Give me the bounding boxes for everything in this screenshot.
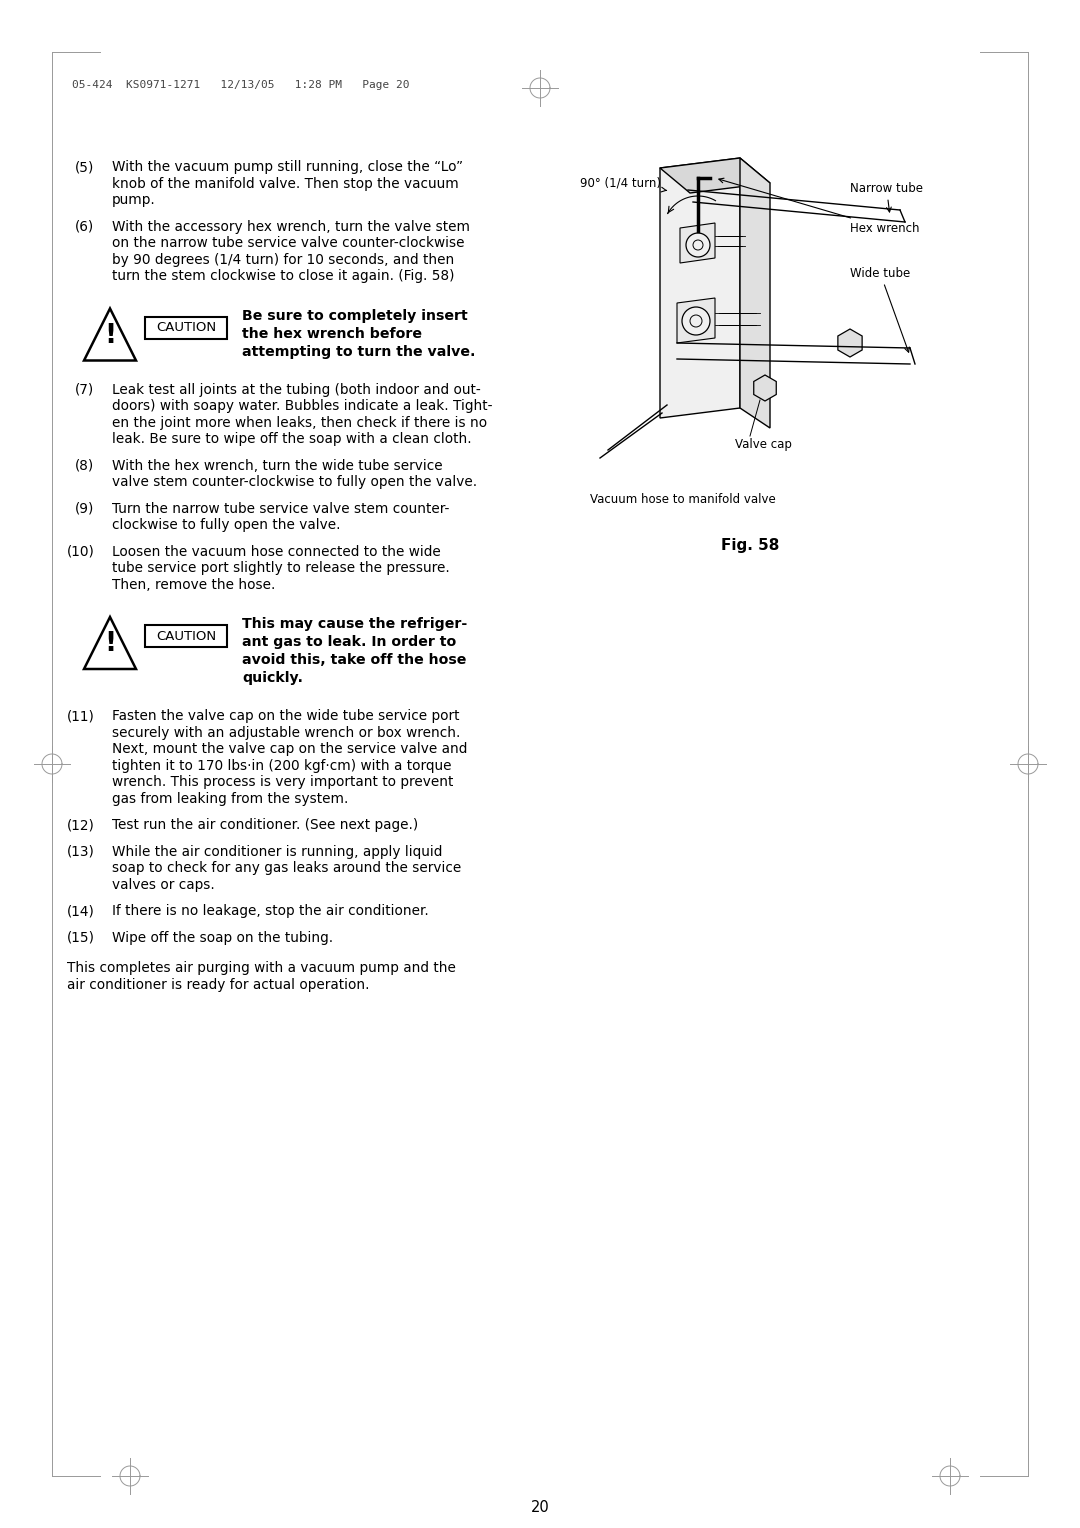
- Text: turn the stem clockwise to close it again. (Fig. 58): turn the stem clockwise to close it agai…: [112, 269, 455, 283]
- Text: gas from leaking from the system.: gas from leaking from the system.: [112, 792, 349, 805]
- Text: air conditioner is ready for actual operation.: air conditioner is ready for actual oper…: [67, 978, 369, 992]
- Text: avoid this, take off the hose: avoid this, take off the hose: [242, 652, 467, 668]
- Text: Next, mount the valve cap on the service valve and: Next, mount the valve cap on the service…: [112, 743, 468, 756]
- Text: attempting to turn the valve.: attempting to turn the valve.: [242, 344, 475, 359]
- Text: Hex wrench: Hex wrench: [719, 179, 919, 234]
- Text: Fig. 58: Fig. 58: [720, 538, 779, 553]
- Polygon shape: [84, 309, 136, 361]
- Text: !: !: [104, 322, 116, 348]
- Text: Narrow tube: Narrow tube: [850, 182, 923, 212]
- Text: While the air conditioner is running, apply liquid: While the air conditioner is running, ap…: [112, 845, 443, 859]
- Circle shape: [686, 232, 710, 257]
- Polygon shape: [838, 329, 862, 358]
- Text: the hex wrench before: the hex wrench before: [242, 327, 422, 341]
- Text: (9): (9): [75, 501, 94, 515]
- Text: CAUTION: CAUTION: [156, 321, 216, 335]
- Text: ant gas to leak. In order to: ant gas to leak. In order to: [242, 636, 456, 649]
- Text: en the joint more when leaks, then check if there is no: en the joint more when leaks, then check…: [112, 416, 487, 429]
- Polygon shape: [754, 374, 777, 400]
- Text: Wipe off the soap on the tubing.: Wipe off the soap on the tubing.: [112, 931, 333, 944]
- Text: With the hex wrench, turn the wide tube service: With the hex wrench, turn the wide tube …: [112, 458, 443, 472]
- Text: leak. Be sure to wipe off the soap with a clean cloth.: leak. Be sure to wipe off the soap with …: [112, 432, 472, 446]
- Text: Valve cap: Valve cap: [735, 439, 792, 451]
- Text: (15): (15): [67, 931, 95, 944]
- Text: Loosen the vacuum hose connected to the wide: Loosen the vacuum hose connected to the …: [112, 544, 441, 559]
- Text: Leak test all joints at the tubing (both indoor and out-: Leak test all joints at the tubing (both…: [112, 382, 481, 396]
- Text: (10): (10): [67, 544, 95, 559]
- Text: knob of the manifold valve. Then stop the vacuum: knob of the manifold valve. Then stop th…: [112, 177, 459, 191]
- Text: (8): (8): [75, 458, 94, 472]
- Text: securely with an adjustable wrench or box wrench.: securely with an adjustable wrench or bo…: [112, 726, 460, 740]
- Polygon shape: [660, 157, 770, 193]
- Text: pump.: pump.: [112, 193, 156, 206]
- Polygon shape: [680, 223, 715, 263]
- Text: CAUTION: CAUTION: [156, 630, 216, 642]
- Text: valves or caps.: valves or caps.: [112, 877, 215, 891]
- Text: (14): (14): [67, 905, 95, 918]
- Polygon shape: [740, 157, 770, 428]
- Text: With the vacuum pump still running, close the “Lo”: With the vacuum pump still running, clos…: [112, 160, 463, 174]
- Text: Be sure to completely insert: Be sure to completely insert: [242, 309, 468, 322]
- Text: Then, remove the hose.: Then, remove the hose.: [112, 578, 275, 591]
- Text: This completes air purging with a vacuum pump and the: This completes air purging with a vacuum…: [67, 961, 456, 975]
- Text: With the accessory hex wrench, turn the valve stem: With the accessory hex wrench, turn the …: [112, 220, 470, 234]
- Polygon shape: [677, 298, 715, 342]
- Circle shape: [681, 307, 710, 335]
- Text: Vacuum hose to manifold valve: Vacuum hose to manifold valve: [590, 494, 775, 506]
- Text: wrench. This process is very important to prevent: wrench. This process is very important t…: [112, 775, 454, 788]
- FancyBboxPatch shape: [145, 625, 227, 646]
- Text: by 90 degrees (1/4 turn) for 10 seconds, and then: by 90 degrees (1/4 turn) for 10 seconds,…: [112, 252, 455, 266]
- Text: If there is no leakage, stop the air conditioner.: If there is no leakage, stop the air con…: [112, 905, 429, 918]
- Text: (13): (13): [67, 845, 95, 859]
- Text: Fasten the valve cap on the wide tube service port: Fasten the valve cap on the wide tube se…: [112, 709, 459, 723]
- Text: quickly.: quickly.: [242, 671, 303, 685]
- Text: (11): (11): [67, 709, 95, 723]
- Text: !: !: [104, 631, 116, 657]
- Text: (6): (6): [75, 220, 94, 234]
- Text: valve stem counter-clockwise to fully open the valve.: valve stem counter-clockwise to fully op…: [112, 475, 477, 489]
- Text: Test run the air conditioner. (See next page.): Test run the air conditioner. (See next …: [112, 817, 418, 833]
- Text: doors) with soapy water. Bubbles indicate a leak. Tight-: doors) with soapy water. Bubbles indicat…: [112, 399, 492, 413]
- FancyBboxPatch shape: [145, 316, 227, 339]
- Text: (5): (5): [75, 160, 94, 174]
- Text: 05-424  KS0971-1271   12/13/05   1:28 PM   Page 20: 05-424 KS0971-1271 12/13/05 1:28 PM Page…: [72, 79, 409, 90]
- Polygon shape: [660, 157, 740, 419]
- Text: (12): (12): [67, 817, 95, 833]
- Text: Wide tube: Wide tube: [850, 266, 910, 353]
- Text: tighten it to 170 lbs·in (200 kgf·cm) with a torque: tighten it to 170 lbs·in (200 kgf·cm) wi…: [112, 758, 451, 773]
- Text: 20: 20: [530, 1500, 550, 1514]
- Text: tube service port slightly to release the pressure.: tube service port slightly to release th…: [112, 561, 449, 575]
- Text: clockwise to fully open the valve.: clockwise to fully open the valve.: [112, 518, 340, 532]
- Polygon shape: [84, 617, 136, 669]
- Text: (7): (7): [75, 382, 94, 396]
- Text: Turn the narrow tube service valve stem counter-: Turn the narrow tube service valve stem …: [112, 501, 449, 515]
- Text: on the narrow tube service valve counter-clockwise: on the narrow tube service valve counter…: [112, 235, 464, 251]
- Text: soap to check for any gas leaks around the service: soap to check for any gas leaks around t…: [112, 860, 461, 876]
- Text: This may cause the refriger-: This may cause the refriger-: [242, 617, 468, 631]
- Text: 90° (1/4 turn): 90° (1/4 turn): [580, 177, 666, 193]
